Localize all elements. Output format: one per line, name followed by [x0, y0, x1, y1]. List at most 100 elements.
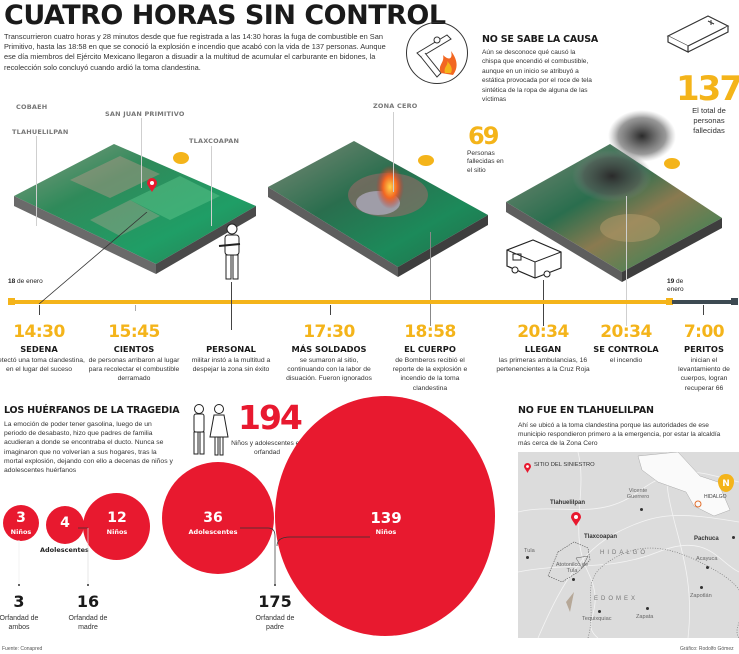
- tick: [703, 305, 704, 315]
- tick: [330, 305, 331, 315]
- soldier-icon: [218, 222, 246, 284]
- event-title: MÁS SOLDADOS: [291, 344, 367, 354]
- tick: [39, 305, 40, 315]
- rotate-arrow-icon: [418, 155, 434, 166]
- location-pin-icon: [524, 460, 531, 473]
- timeline-start-marker: [8, 298, 15, 305]
- event-desc: el incendio: [609, 357, 643, 364]
- timeline-end-marker: [731, 298, 738, 305]
- event-time: 14:30: [13, 322, 65, 342]
- satellite-block-explosion: [268, 135, 493, 285]
- map[interactable]: SITIO DEL SINIESTRO N HIDALGO Tlahuelilp…: [518, 452, 739, 638]
- ambulance-icon: [503, 236, 565, 280]
- graphic-credit: Gráfico: Rodolfo Gómez: [680, 646, 734, 652]
- map-label-tula: Tula: [524, 548, 535, 554]
- pipe-fire-icon: [406, 22, 468, 84]
- bubble-padre-adolescentes: [162, 462, 274, 574]
- label-san-juan-primitivo: SAN JUAN PRIMITIVO: [105, 110, 185, 118]
- intro-text: Transcurrieron cuatro horas y 28 minutos…: [4, 32, 386, 72]
- event-title: SE CONTROLA: [593, 344, 659, 354]
- timeline-end-date: 19 de enero: [667, 278, 693, 294]
- location-text: Ahí se ubicó a la toma clandestina porqu…: [518, 422, 721, 447]
- bubble-madre-ninos: [83, 493, 150, 560]
- start-month: de enero: [17, 278, 43, 285]
- town-dot: [526, 556, 529, 559]
- leader-line: [626, 196, 627, 326]
- stat-dot: [87, 584, 89, 586]
- leader-line: [141, 118, 142, 188]
- event-desc: inician el levantamiento de cuerpos, log…: [678, 357, 730, 392]
- event-time: 20:34: [600, 322, 652, 342]
- town-dot: [646, 607, 649, 610]
- stat-value: 16: [76, 592, 100, 611]
- total-deaths-label: El total de personas fallecidas: [692, 106, 726, 135]
- town-dot: [706, 566, 709, 569]
- stat-dot: [274, 584, 276, 586]
- location-pin-icon: [147, 178, 157, 192]
- bubble-label: Niños: [10, 528, 32, 536]
- map-label-edomex: EDOMEX: [594, 596, 639, 602]
- town-dot: [732, 536, 735, 539]
- bubble-value: 36: [203, 510, 223, 526]
- timeline-start-date: 18 de enero: [8, 278, 43, 286]
- town-dot: [700, 586, 703, 589]
- rotate-arrow-icon: [664, 158, 680, 169]
- map-label-pachuca: Pachuca: [694, 536, 719, 542]
- label-zona-cero: ZONA CERO: [373, 102, 418, 110]
- source-credit: Fuente: Conapred: [2, 646, 43, 652]
- rotate-arrow-icon: [173, 152, 189, 164]
- map-label-zapotlan: Zapotlán: [690, 593, 712, 599]
- map-legend: SITIO DEL SINIESTRO: [534, 462, 595, 468]
- event-desc: de personas arribaron al lugar para reco…: [88, 357, 180, 383]
- end-day: 19: [667, 278, 675, 285]
- timeline-bar-day2: [672, 300, 734, 304]
- event-desc: las primeras ambulancias, 16 pertenencie…: [496, 357, 590, 374]
- location-heading: NO FUE EN TLAHUELILPAN: [518, 405, 654, 416]
- map-label-vicente: Vicente Guerrero: [626, 488, 650, 500]
- leader-line: [430, 232, 431, 326]
- page-title: CUATRO HORAS SIN CONTROL: [4, 0, 446, 31]
- stat-label: Orfandad de madre: [68, 615, 108, 631]
- cause-text: Aún se desconoce qué causó la chispa que…: [482, 49, 592, 104]
- bubble-label: Adolescentes: [40, 546, 89, 554]
- bubble-value: 3: [16, 510, 26, 526]
- bubble-label: Niños: [375, 528, 397, 536]
- town-dot: [572, 578, 575, 581]
- start-day: 18: [8, 278, 16, 285]
- event-title: SEDENA: [20, 344, 58, 354]
- bubble-value: 12: [107, 510, 127, 526]
- label-cobaeh: COBAEH: [16, 103, 48, 111]
- bubble-connectors: [0, 500, 380, 590]
- stat-value: 3: [13, 592, 25, 611]
- bubble-value: 4: [60, 515, 70, 531]
- bubble-label: Adolescentes: [188, 528, 238, 536]
- total-deaths-number: 137: [676, 69, 739, 109]
- children-icon: [188, 403, 232, 459]
- leader-line: [36, 136, 37, 226]
- cause-heading: NO SE SABE LA CAUSA: [482, 34, 599, 45]
- orphans-total: 194: [238, 398, 303, 437]
- map-label-tlaxcoapan: Tlaxcoapan: [584, 534, 618, 540]
- event-desc: se sumaron al sitio, continuando con la …: [286, 357, 372, 383]
- event-time: 18:58: [404, 322, 456, 342]
- map-label-hidalgo: HIDALGO: [600, 550, 649, 556]
- bubble-padre-ninos: [275, 396, 495, 636]
- timeline-midnight-marker: [666, 298, 673, 305]
- coffin-icon: [664, 12, 730, 56]
- timeline-bar-day1: [10, 300, 670, 304]
- leader-line: [393, 112, 394, 192]
- event-time: 15:45: [108, 322, 160, 342]
- tick: [135, 305, 136, 311]
- event-title: EL CUERPO: [404, 344, 456, 354]
- bubble-madre-adolescentes: [46, 506, 84, 544]
- stat-value: 175: [258, 592, 292, 611]
- north-icon: N: [718, 474, 734, 492]
- map-label-tequixquiac: Tequixquiac: [582, 616, 612, 622]
- satellite-block-after: [492, 96, 724, 288]
- event-desc: militar instó a la multitud a despejar l…: [191, 357, 271, 374]
- bubble-ambos-ninos: [3, 505, 39, 541]
- leader-line: [231, 282, 232, 330]
- site-deaths-label: Personas fallecidas en el sitio: [467, 150, 504, 174]
- label-tlahuelilpan: TLAHUELILPAN: [12, 128, 69, 136]
- map-label-atotonilco: Atotonilco de Tula: [555, 562, 589, 574]
